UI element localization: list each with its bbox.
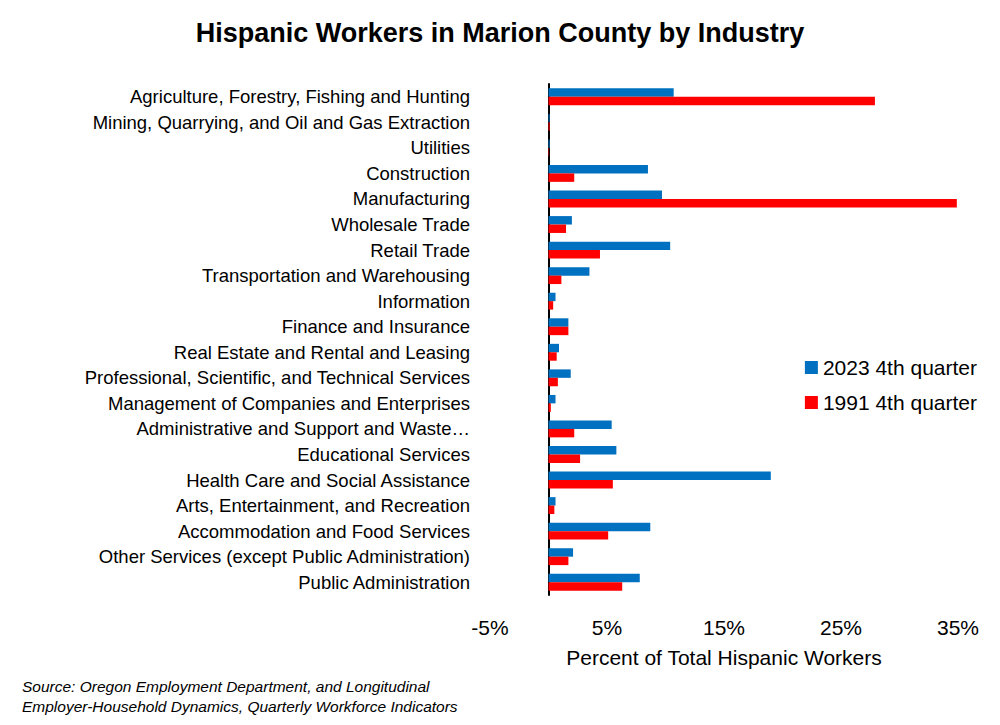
- svg-text:15%: 15%: [703, 616, 745, 639]
- svg-text:35%: 35%: [937, 616, 979, 639]
- svg-text:Retail Trade: Retail Trade: [370, 240, 470, 261]
- svg-text:Other Services (except Public: Other Services (except Public Administra…: [99, 546, 470, 567]
- svg-text:2023 4th quarter: 2023 4th quarter: [823, 356, 977, 379]
- svg-text:5%: 5%: [592, 616, 622, 639]
- svg-text:Management of Companies and En: Management of Companies and Enterprises: [108, 393, 470, 414]
- svg-text:Source: Oregon Employment Depa: Source: Oregon Employment Department, an…: [22, 678, 430, 695]
- svg-text:Wholesale Trade: Wholesale Trade: [331, 214, 470, 235]
- svg-text:Hispanic Workers in Marion Cou: Hispanic Workers in Marion County by Ind…: [196, 18, 805, 48]
- svg-text:Utilities: Utilities: [410, 137, 470, 158]
- svg-text:Public Administration: Public Administration: [298, 572, 470, 593]
- svg-text:Health Care and Social Assista: Health Care and Social Assistance: [186, 470, 470, 491]
- svg-text:Manufacturing: Manufacturing: [353, 188, 470, 209]
- svg-text:Finance and Insurance: Finance and Insurance: [282, 316, 470, 337]
- svg-text:-5%: -5%: [471, 616, 508, 639]
- svg-text:Real Estate and Rental and Lea: Real Estate and Rental and Leasing: [174, 342, 470, 363]
- svg-text:Transportation and Warehousing: Transportation and Warehousing: [202, 265, 470, 286]
- svg-text:Percent of Total Hispanic Work: Percent of Total Hispanic Workers: [566, 646, 882, 669]
- svg-text:Arts, Entertainment, and Recre: Arts, Entertainment, and Recreation: [176, 495, 470, 516]
- svg-text:Information: Information: [377, 291, 470, 312]
- svg-text:25%: 25%: [820, 616, 862, 639]
- svg-text:Administrative and Support and: Administrative and Support and Waste…: [136, 418, 470, 439]
- svg-text:Employer-Household Dynamics, Q: Employer-Household Dynamics, Quarterly W…: [22, 698, 458, 715]
- svg-text:Mining, Quarrying, and Oil and: Mining, Quarrying, and Oil and Gas Extra…: [93, 112, 470, 133]
- svg-text:Accommodation and Food Service: Accommodation and Food Services: [178, 521, 470, 542]
- svg-text:Construction: Construction: [366, 163, 470, 184]
- svg-text:Professional, Scientific, and: Professional, Scientific, and Technical …: [85, 367, 470, 388]
- svg-text:Educational Services: Educational Services: [297, 444, 470, 465]
- svg-text:1991 4th quarter: 1991 4th quarter: [823, 391, 977, 414]
- svg-text:Agriculture, Forestry, Fishing: Agriculture, Forestry, Fishing and Hunti…: [130, 86, 470, 107]
